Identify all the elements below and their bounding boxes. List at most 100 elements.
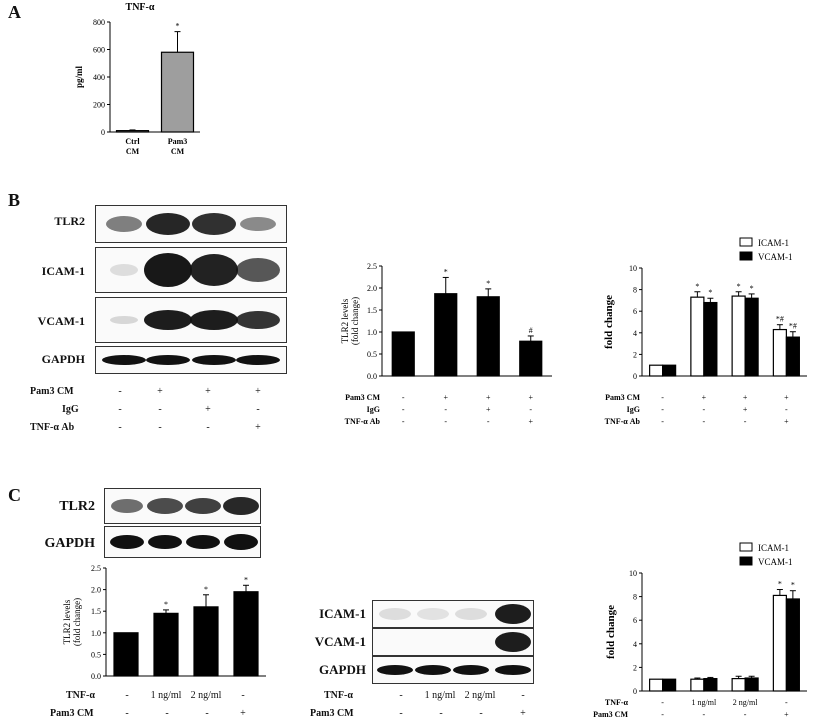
- panel-c-top-blots: TLR2 GAPDH: [0, 485, 270, 560]
- significance-mark: *: [791, 581, 795, 590]
- bar: [233, 591, 259, 677]
- condition-sign: -: [661, 417, 664, 426]
- cond-label: Pam3 CM: [50, 708, 94, 719]
- condition-sign: -: [661, 698, 664, 707]
- panel-c-conditions-mid: TNF-α Pam3 CM - 1 ng/ml 2 ng/ml - - - - …: [290, 688, 550, 724]
- bar: [731, 678, 746, 692]
- cond-sign: -: [125, 708, 129, 719]
- blot-label-gapdh: GAPDH: [41, 352, 85, 366]
- significance-mark: *: [750, 284, 754, 293]
- condition-label: Pam3 CM: [345, 393, 380, 402]
- significance-mark: *: [204, 585, 208, 594]
- blot-tlr2: [95, 205, 287, 243]
- legend-label: ICAM-1: [758, 238, 789, 248]
- cond-sign: +: [520, 708, 526, 719]
- panel-b-blots: TLR2 ICAM-1 VCAM-1 GAPDH: [0, 200, 300, 380]
- blot-vcam-c: [372, 628, 534, 656]
- bar: [115, 130, 150, 133]
- y-tick-label: 2.5: [367, 262, 377, 271]
- condition-sign: +: [486, 405, 491, 414]
- bar: [160, 51, 195, 133]
- blot-label-tlr2: TLR2: [54, 214, 85, 228]
- blot-gapdh-b: [95, 346, 287, 374]
- blot-gapdh-c2: [372, 656, 534, 684]
- legend-swatch: [739, 542, 753, 552]
- bar: [703, 301, 718, 377]
- blot-gapdh-c: [104, 526, 261, 558]
- legend-label: ICAM-1: [758, 543, 789, 553]
- cond-sign: -: [165, 708, 169, 719]
- significance-mark: *: [486, 279, 490, 288]
- y-tick-label: 8: [633, 593, 637, 602]
- condition-sign: 2 ng/ml: [733, 698, 758, 707]
- condition-sign: +: [486, 393, 491, 402]
- y-tick-label: 800: [93, 18, 105, 27]
- condition-sign: 1 ng/ml: [692, 698, 717, 707]
- cond-sign: -: [399, 690, 403, 701]
- y-tick-label: 1.0: [367, 328, 377, 337]
- condition-label: Pam3 CM: [593, 710, 628, 719]
- cond-sign: -: [479, 708, 483, 719]
- y-tick-label: 0.0: [367, 372, 377, 381]
- legend-label: VCAM-1: [758, 557, 793, 567]
- y-tick-label: 4: [633, 329, 637, 338]
- cond-label: IgG: [62, 404, 79, 415]
- condition-sign: +: [784, 393, 789, 402]
- significance-mark: *: [708, 288, 712, 297]
- y-tick-label: 0: [633, 372, 637, 381]
- condition-sign: +: [743, 393, 748, 402]
- y-axis-label: TLR2 levels(fold change): [340, 297, 360, 345]
- condition-sign: +: [528, 393, 533, 402]
- y-axis-label: TLR2 levels(fold change): [62, 598, 82, 646]
- y-axis-label: fold change: [603, 295, 615, 349]
- panel-label-a: A: [8, 2, 21, 22]
- y-tick-label: 2.0: [91, 586, 101, 595]
- bar: [772, 594, 787, 692]
- condition-sign: -: [785, 405, 788, 414]
- y-tick-label: 1.0: [91, 629, 101, 638]
- cond-sign: 2 ng/ml: [464, 690, 496, 701]
- blot-label-tlr2-c: TLR2: [59, 499, 95, 514]
- chart-title: TNF-α: [126, 2, 155, 13]
- cond-sign: +: [240, 708, 246, 719]
- bar: [662, 364, 677, 377]
- condition-sign: +: [743, 405, 748, 414]
- bar: [649, 678, 664, 692]
- bar: [153, 612, 179, 677]
- panel-b-cam-chart: ICAM-1 VCAM-1 0 2 4 6 8 10 * * *# * * *# fold change Pa…: [603, 237, 807, 426]
- bar: [785, 598, 800, 692]
- y-tick-label: 0: [633, 687, 637, 696]
- cond-sign: -: [241, 690, 245, 701]
- condition-sign: +: [443, 393, 448, 402]
- cond-sign: -: [205, 708, 209, 719]
- cond-sign: -: [118, 386, 122, 397]
- panel-b-conditions: Pam3 CM IgG TNF-α Ab - + + + - - + - - -…: [0, 386, 300, 446]
- y-tick-label: 2.5: [91, 564, 101, 573]
- panel-c-tlr2-chart: 0.0 0.5 1.0 1.5 2.0 2.5 * * * TLR2 levels(fold ch…: [62, 564, 266, 681]
- cond-label: TNF-α: [324, 690, 353, 701]
- cond-label: Pam3 CM: [30, 386, 74, 397]
- condition-label: TNF-α: [605, 698, 629, 707]
- panel-c-cam-chart: ICAM-1 VCAM-1 0 2 4 6 8 10 * * fold change TNF-α - 1 …: [593, 542, 807, 719]
- bar: [731, 295, 746, 377]
- cond-label: TNF-α: [66, 690, 95, 701]
- blot-label-icam-c: ICAM-1: [319, 606, 366, 621]
- cond-sign: +: [157, 386, 163, 397]
- x-tick-label: Pam3 CM: [168, 137, 188, 156]
- condition-label: TNF-α Ab: [605, 417, 641, 426]
- condition-sign: -: [703, 405, 706, 414]
- condition-sign: +: [528, 417, 533, 426]
- cond-sign: +: [205, 386, 211, 397]
- significance-mark: *#: [789, 322, 797, 331]
- condition-sign: -: [402, 417, 405, 426]
- blot-icam-c: [372, 600, 534, 628]
- bar: [772, 328, 787, 377]
- x-tick-label: Ctrl CM: [125, 137, 140, 156]
- y-tick-label: 0: [101, 128, 105, 137]
- bar: [113, 632, 139, 677]
- y-tick-label: 4: [633, 640, 637, 649]
- y-tick-label: 2: [633, 663, 637, 672]
- significance-mark: *: [695, 282, 699, 291]
- cond-sign: -: [118, 422, 122, 433]
- condition-sign: -: [444, 405, 447, 414]
